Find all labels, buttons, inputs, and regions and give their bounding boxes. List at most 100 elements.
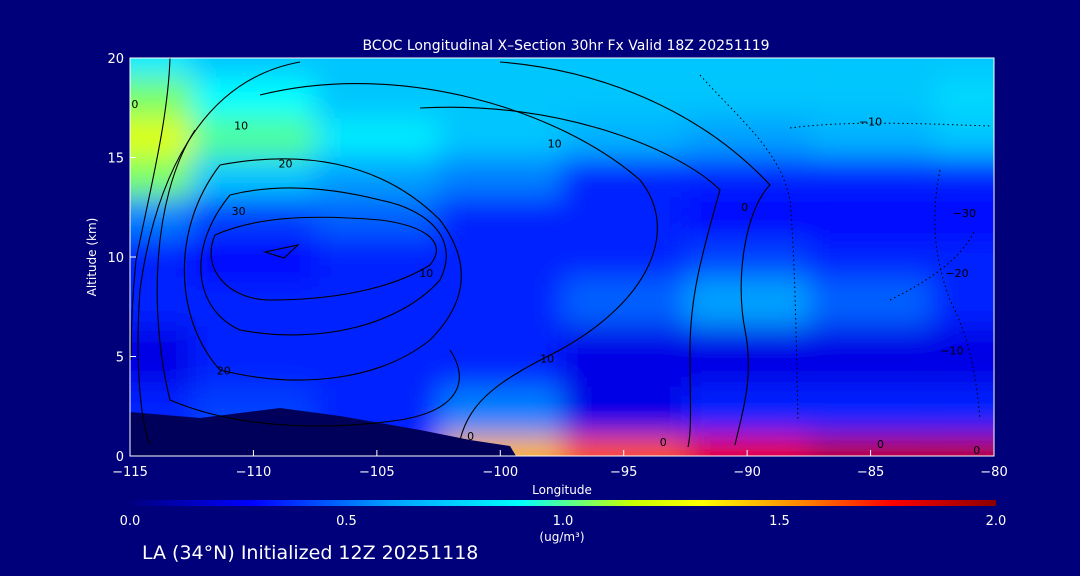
heatmap-cell: [562, 58, 686, 78]
plot-area: 0 10 20 30 10 0 −10 −30 −20 −10 0 0 20 10 0 0 10: [130, 58, 994, 457]
colorbar-tick-label: 2.0: [986, 514, 1007, 529]
y-tick-label: 0: [116, 450, 124, 465]
y-axis-label: Altitude (km): [85, 218, 99, 297]
heatmap-cell: [315, 117, 439, 158]
x-tick-label: −105: [359, 465, 395, 480]
contour-label: −20: [945, 267, 968, 280]
colorbar-tick-label: 0.5: [336, 514, 357, 529]
heatmap-cell: [932, 237, 994, 277]
heatmap-field: [130, 58, 994, 456]
colorbar-ticks: 0.0 0.5 1.0 1.5 2.0: [120, 514, 1007, 529]
heatmap-cell: [438, 386, 562, 437]
heatmap-cell: [191, 237, 316, 277]
heatmap-cell: [438, 58, 562, 78]
heatmap-cell: [130, 77, 192, 118]
heatmap-cell: [191, 117, 316, 158]
heatmap-cell: [130, 58, 192, 78]
heatmap-cell: [808, 157, 933, 198]
heatmap-cell: [932, 58, 994, 78]
contour-label: −10: [940, 345, 963, 358]
heatmap-cell: [685, 386, 809, 437]
heatmap-cell: [315, 58, 439, 78]
y-tick-label: 5: [116, 351, 124, 366]
heatmap-cell: [130, 276, 192, 327]
contour-label: −10: [859, 116, 882, 129]
contour-label: 30: [232, 205, 246, 218]
heatmap-cell: [562, 326, 686, 387]
contour-lines: [130, 58, 771, 448]
heatmap-cell: [808, 77, 933, 118]
heatmap-cell: [685, 436, 809, 456]
heatmap-cell: [130, 326, 192, 387]
contour-label: 0: [741, 201, 748, 214]
heatmap-cell: [685, 77, 809, 118]
heatmap-cell: [191, 77, 316, 118]
heatmap-cell: [191, 326, 316, 387]
contour-label: 20: [279, 157, 293, 170]
heatmap-cell: [932, 197, 994, 238]
contour-label: 0: [973, 444, 980, 457]
heatmap-cell: [438, 157, 562, 198]
x-tick-label: −110: [236, 465, 272, 480]
y-tick-label: 10: [107, 251, 124, 266]
x-tick-label: −85: [857, 465, 884, 480]
heatmap-cell: [562, 386, 686, 437]
heatmap-cell: [685, 58, 809, 78]
heatmap-cell: [808, 276, 933, 327]
heatmap-cell: [438, 276, 562, 327]
x-tick-label: −90: [733, 465, 760, 480]
heatmap-cell: [438, 77, 562, 118]
heatmap-cell: [562, 157, 686, 198]
init-info-text: LA (34°N) Initialized 12Z 20251118: [142, 542, 479, 564]
heatmap-cell: [808, 58, 933, 78]
colorbar-units: (ug/m³): [539, 530, 584, 544]
heatmap-cell: [685, 276, 809, 327]
chart-title: BCOC Longitudinal X–Section 30hr Fx Vali…: [362, 38, 769, 54]
contour-label: 0: [131, 98, 138, 111]
heatmap-cell: [191, 197, 316, 238]
heatmap-cell: [315, 276, 439, 327]
heatmap-cell: [932, 77, 994, 118]
heatmap-cell: [562, 77, 686, 118]
heatmap-cell: [315, 237, 439, 277]
colorbar-tick-label: 1.5: [769, 514, 790, 529]
heatmap-cell: [191, 157, 316, 198]
heatmap-cell: [685, 197, 809, 238]
heatmap-cell: [932, 117, 994, 158]
contour-label: 0: [660, 436, 667, 449]
heatmap-cell: [191, 276, 316, 327]
x-tick-label: −95: [610, 465, 637, 480]
contour-label: 10: [234, 120, 248, 133]
heatmap-cell: [932, 386, 994, 437]
heatmap-cell: [808, 326, 933, 387]
heatmap-cell: [562, 436, 686, 456]
heatmap-cell: [808, 237, 933, 277]
heatmap-cell: [562, 237, 686, 277]
colorbar-tick-label: 0.0: [120, 514, 141, 529]
contour-label: 10: [540, 352, 554, 365]
y-axis: 0 5 10 15 20: [107, 52, 136, 465]
heatmap-cell: [438, 197, 562, 238]
heatmap-cell: [562, 197, 686, 238]
contour-label: 10: [548, 138, 562, 151]
heatmap-cell: [685, 326, 809, 387]
contour-labels: 0 10 20 30 10 0 −10 −30 −20 −10 0 0 20 10 0 0 10: [131, 98, 980, 457]
heatmap-cell: [932, 326, 994, 387]
contour-label: 20: [217, 364, 231, 377]
heatmap-cell: [932, 436, 994, 456]
heatmap-cell: [438, 237, 562, 277]
heatmap-cell: [685, 157, 809, 198]
heatmap-cell: [191, 58, 316, 78]
negative-contour-lines: [699, 74, 991, 421]
contour-label: 0: [877, 438, 884, 451]
colorbar: [130, 500, 996, 506]
heatmap-cell: [130, 237, 192, 277]
terrain-mask: [130, 408, 516, 456]
heatmap-cell: [438, 117, 562, 158]
x-tick-label: −115: [112, 465, 148, 480]
colorbar-tick-label: 1.0: [553, 514, 574, 529]
x-axis: −115 −110 −105 −100 −95 −90 −85 −80: [112, 450, 1008, 480]
heatmap-cell: [808, 117, 933, 158]
y-tick-label: 15: [107, 152, 124, 167]
